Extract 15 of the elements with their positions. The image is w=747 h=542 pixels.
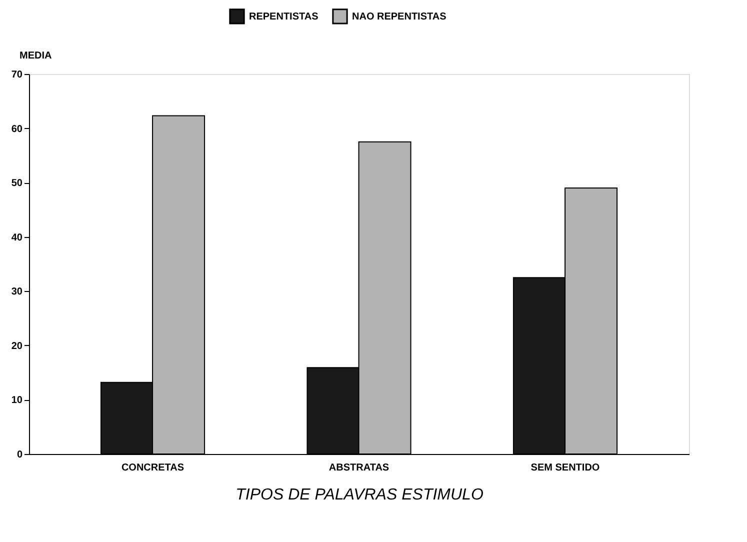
y-axis-title: MEDIA xyxy=(20,50,52,62)
y-tick-label: 40 xyxy=(11,232,23,244)
y-tick-label: 30 xyxy=(11,286,23,298)
y-tick-label: 20 xyxy=(11,340,23,352)
x-tick-label: ABSTRATAS xyxy=(328,462,390,474)
x-axis-title: TIPOS DE PALAVRAS ESTIMULO xyxy=(236,486,484,504)
y-tick-label: 70 xyxy=(11,70,23,80)
y-tick-label: 0 xyxy=(16,450,23,460)
legend-label: REPENTISTAS xyxy=(249,11,319,22)
y-tick-label: 10 xyxy=(11,395,23,406)
legend-label: NAO REPENTISTAS xyxy=(352,11,447,22)
x-tick-label: SEM SENTIDO xyxy=(530,462,600,474)
x-tick-label: CONCRETAS xyxy=(121,462,184,474)
y-tick-label: 50 xyxy=(11,178,23,190)
y-tick-label: 60 xyxy=(11,124,23,135)
